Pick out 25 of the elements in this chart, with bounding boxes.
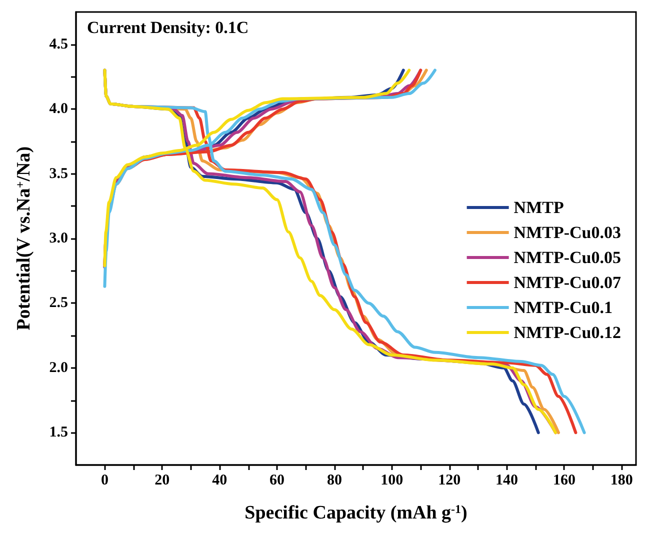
x-tick-label: 160 <box>552 472 576 488</box>
legend-label: NMTP-Cu0.03 <box>514 223 622 242</box>
legend-label: NMTP-Cu0.05 <box>514 248 622 267</box>
y-tick-label: 2.5 <box>49 295 68 312</box>
x-tick-label: 180 <box>610 472 633 488</box>
y-tick-label: 4.0 <box>49 101 68 118</box>
y-tick-label: 2.0 <box>49 360 68 376</box>
x-tick-label: 60 <box>270 472 285 488</box>
legend-label: NMTP-Cu0.07 <box>514 273 622 292</box>
x-tick-label: 40 <box>212 472 228 488</box>
legend-label: NMTP-Cu0.1 <box>514 298 613 317</box>
x-tick-label: 0 <box>100 472 108 488</box>
x-tick-label: 80 <box>326 472 342 488</box>
x-tick-label: 140 <box>496 472 518 488</box>
x-tick-label: 100 <box>380 472 404 488</box>
chart-title: Current Density: 0.1C <box>87 18 249 37</box>
y-tick-label: 3.0 <box>49 230 68 246</box>
x-tick-label: 120 <box>438 472 461 488</box>
legend-label: NMTP-Cu0.12 <box>514 323 622 342</box>
x-tick-label: 20 <box>154 472 170 488</box>
y-tick-label: 3.5 <box>49 166 68 182</box>
legend-label: NMTP <box>514 198 564 217</box>
y-tick-label: 1.5 <box>49 424 68 441</box>
y-axis-title: Potential(V vs.Na+/Na) <box>13 146 34 330</box>
y-tick-label: 4.5 <box>49 36 68 52</box>
